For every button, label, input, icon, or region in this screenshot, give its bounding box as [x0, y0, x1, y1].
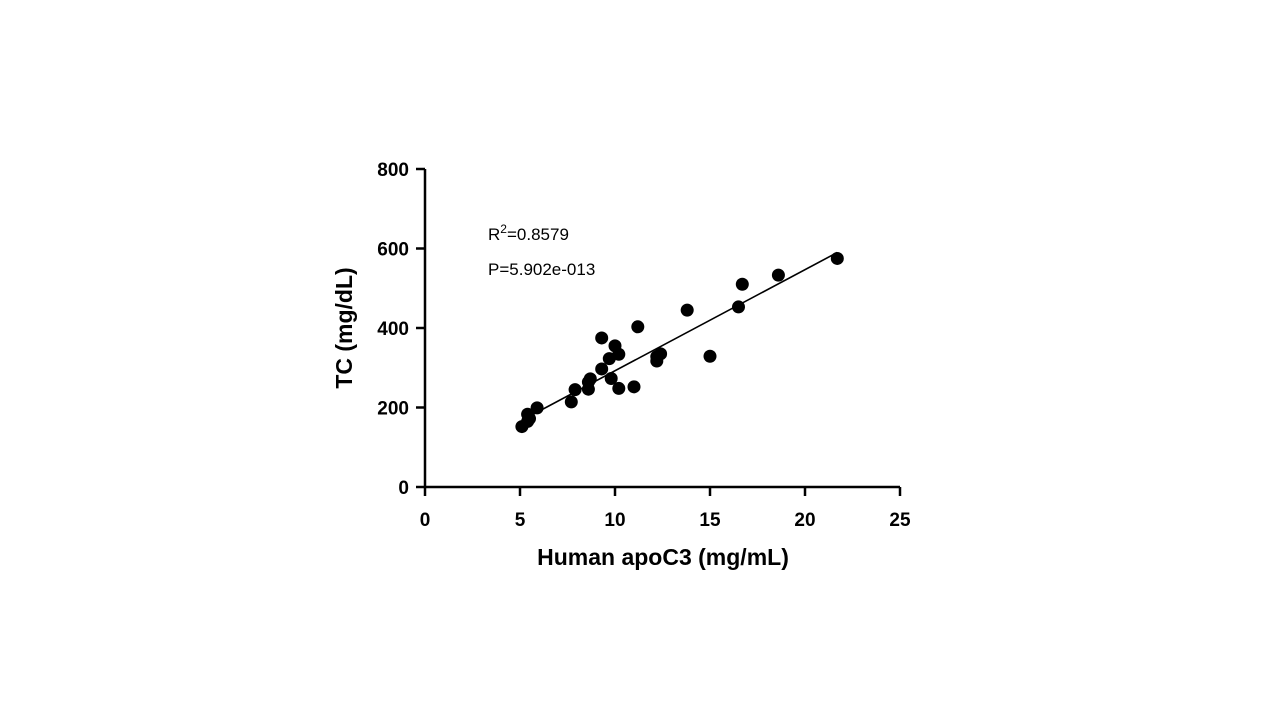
- data-point: [771, 268, 785, 282]
- data-point: [564, 395, 578, 409]
- x-tick-label: 10: [604, 510, 625, 531]
- data-point: [604, 371, 618, 385]
- data-point: [583, 372, 597, 386]
- r2-prefix: R: [488, 225, 500, 244]
- r2-annotation: R2=0.8579: [488, 222, 569, 244]
- p-value-annotation: P=5.902e-013: [488, 260, 595, 279]
- data-points: [515, 251, 844, 434]
- axes: 0 200 400 600 800 0 5 10 15 20 25: [377, 160, 911, 531]
- x-tick-label: 25: [889, 510, 911, 531]
- data-point: [530, 401, 544, 415]
- data-point: [612, 381, 626, 395]
- y-tick-label: 0: [398, 478, 409, 499]
- r2-superscript: 2: [500, 222, 507, 236]
- data-point: [595, 362, 609, 376]
- data-point: [732, 300, 745, 314]
- r2-value: =0.8579: [507, 225, 569, 244]
- y-axis-title: TC (mg/dL): [331, 267, 357, 388]
- data-point: [521, 407, 535, 421]
- x-tick-label: 5: [515, 510, 526, 531]
- y-tick-label: 600: [377, 240, 409, 261]
- x-tick-label: 0: [420, 510, 431, 531]
- data-point: [568, 383, 582, 397]
- data-point: [654, 347, 668, 361]
- data-point: [735, 277, 749, 291]
- x-tick-label: 15: [699, 510, 721, 531]
- y-tick-label: 400: [377, 319, 409, 340]
- y-tick-label: 200: [377, 399, 409, 420]
- x-axis-title: Human apoC3 (mg/mL): [537, 544, 789, 570]
- y-tick-label: 800: [377, 160, 409, 181]
- x-tick-label: 20: [794, 510, 815, 531]
- data-point: [680, 303, 694, 317]
- data-point: [612, 347, 626, 361]
- data-point: [703, 349, 717, 363]
- data-point: [830, 251, 844, 265]
- data-point: [631, 320, 645, 334]
- data-point: [627, 380, 641, 394]
- data-point: [595, 331, 609, 345]
